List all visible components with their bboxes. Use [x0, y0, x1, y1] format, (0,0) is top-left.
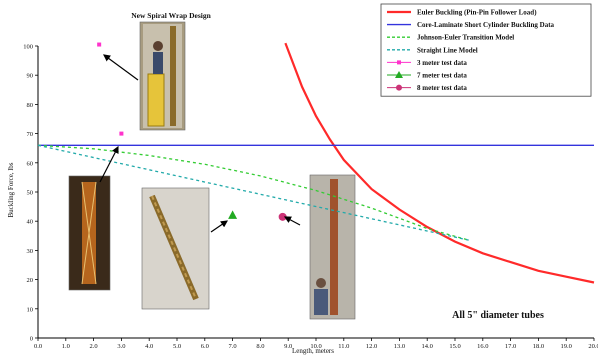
- y-tick-label: 0: [30, 336, 33, 343]
- x-tick-label: 9.0: [284, 343, 292, 350]
- x-tick-label: 2.0: [90, 343, 98, 350]
- x-tick-label: 19.0: [561, 343, 572, 350]
- data-point-4-1: [119, 131, 124, 136]
- photo-spiral-wrap: [139, 21, 186, 131]
- y-tick-label: 60: [27, 160, 34, 167]
- legend-label: Straight Line Model: [417, 46, 478, 54]
- y-tick-label: 40: [27, 219, 34, 226]
- arrow-2: [210, 220, 228, 233]
- arrow-1: [99, 145, 119, 183]
- arrows-layer: [99, 54, 301, 233]
- x-tick-label: 16.0: [477, 343, 488, 350]
- x-tick-label: 17.0: [505, 343, 516, 350]
- y-tick-label: 20: [27, 277, 34, 284]
- photo-7m-tube: [141, 187, 210, 310]
- x-tick-label: 12.0: [366, 343, 377, 350]
- x-tick-label: 1.0: [62, 343, 70, 350]
- x-tick-label: 3.0: [117, 343, 125, 350]
- x-tick-label: 10.0: [310, 343, 321, 350]
- series-line-0: [284, 42, 595, 284]
- legend-label: Johnson-Euler Transition Model: [417, 34, 514, 42]
- y-tick-label: 10: [27, 306, 34, 313]
- y-tick-label: 80: [27, 102, 34, 109]
- legend-label: 8 meter test data: [417, 84, 467, 92]
- y-tick-label: 100: [23, 44, 33, 51]
- x-tick-label: 6.0: [201, 343, 209, 350]
- y-axis-title: Buckling Force, lbs: [7, 162, 15, 217]
- legend-label: Core-Laminate Short Cylinder Buckling Da…: [417, 21, 555, 29]
- x-tick-label: 13.0: [394, 343, 405, 350]
- photo-8m-tube: [309, 174, 356, 320]
- x-tick-label: 5.0: [173, 343, 181, 350]
- legend-label: Euler Buckling (Pin-Pin Follower Load): [417, 9, 537, 17]
- photo-3m-tube: [68, 175, 111, 291]
- diameter-note: All 5" diameter tubes: [452, 310, 544, 321]
- data-point-5-0: [228, 210, 238, 219]
- arrow-3: [283, 216, 301, 226]
- x-tick-label: 18.0: [533, 343, 544, 350]
- x-tick-label: 8.0: [256, 343, 264, 350]
- y-tick-label: 90: [27, 73, 34, 80]
- x-tick-label: 4.0: [145, 343, 153, 350]
- legend: Euler Buckling (Pin-Pin Follower Load) Co…: [380, 3, 592, 97]
- x-tick-label: 11.0: [338, 343, 349, 350]
- x-tick-label: 7.0: [229, 343, 237, 350]
- x-tick-label: 15.0: [449, 343, 460, 350]
- x-tick-label: 14.0: [422, 343, 433, 350]
- data-point-4-0: [97, 42, 102, 47]
- x-tick-label: 20.0: [588, 343, 598, 350]
- series-line-3: [37, 144, 470, 241]
- arrow-0: [103, 54, 139, 81]
- photo-title: New Spiral Wrap Design: [131, 11, 211, 20]
- y-tick-label: 30: [27, 248, 34, 255]
- legend-label: 3 meter test data: [417, 59, 467, 67]
- y-tick-label: 70: [27, 131, 34, 138]
- x-axis-title: Length, meters: [292, 347, 334, 355]
- photos: [68, 21, 356, 320]
- y-tick-label: 50: [27, 190, 34, 197]
- axes: 0.0 1.0 2.0 3.0 4.0 5.0 6.0 7.0 8.0 9.0 10.0 11.0 12…: [23, 44, 598, 351]
- legend-box: [380, 3, 592, 97]
- x-tick-label: 0.0: [34, 343, 42, 350]
- legend-label: 7 meter test data: [417, 72, 467, 80]
